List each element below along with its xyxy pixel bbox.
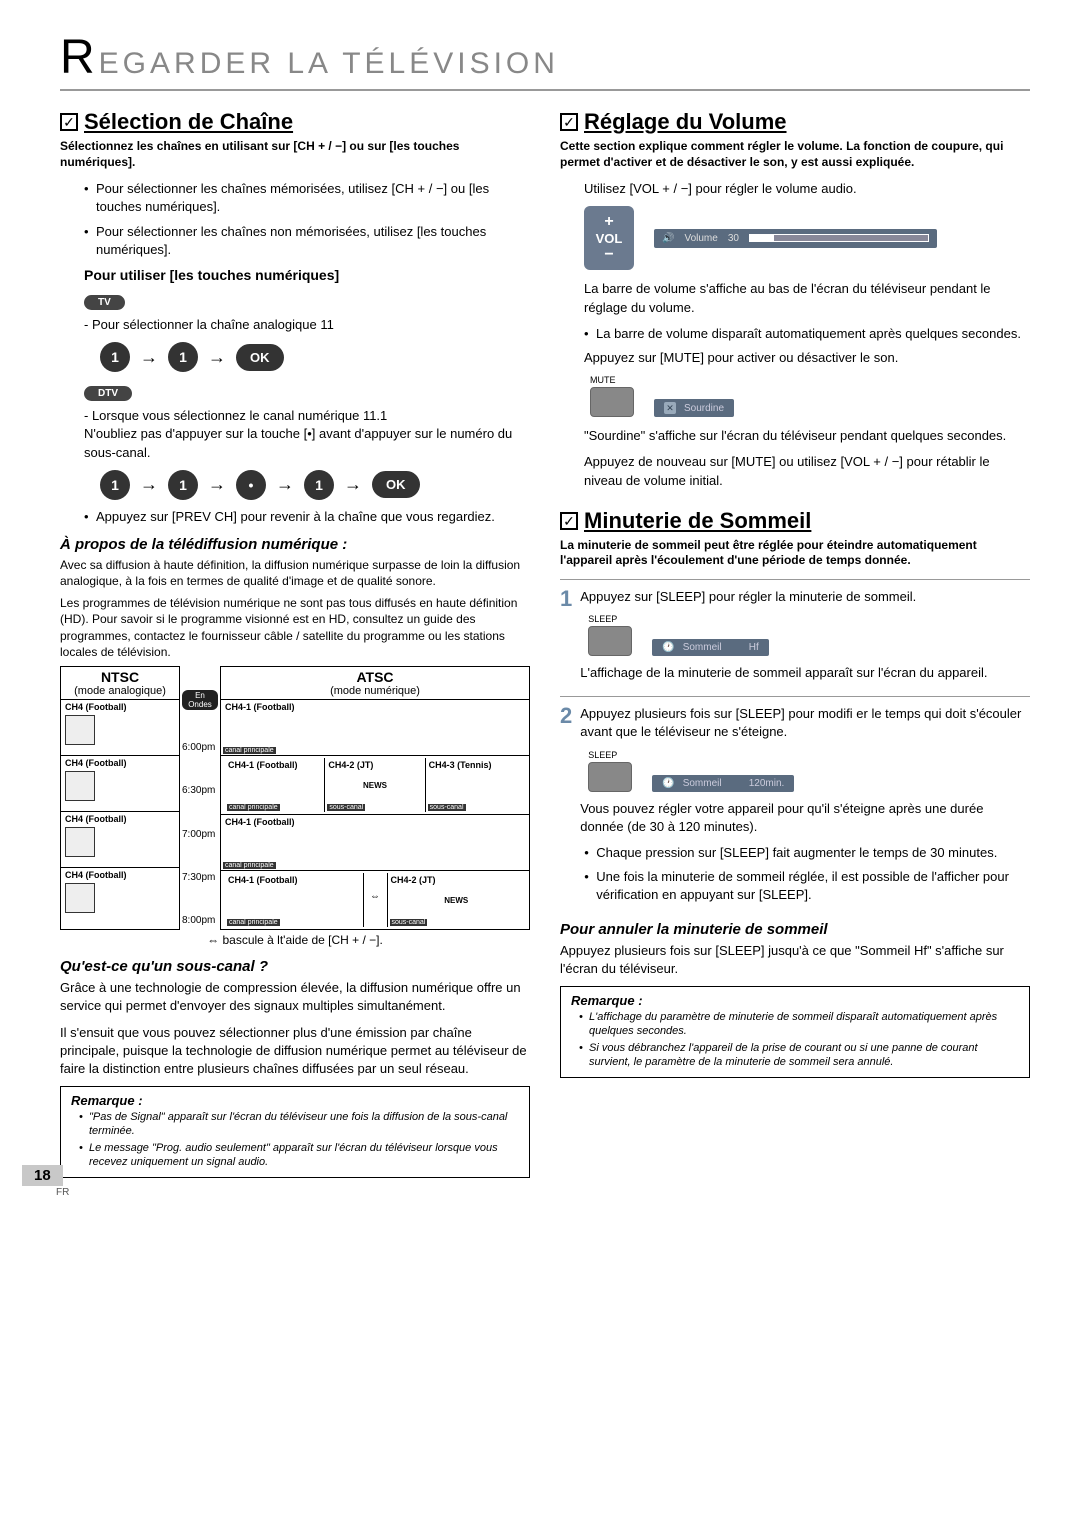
page-lang: FR <box>56 1187 69 1198</box>
page-title: REGARDER LA TÉLÉVISION <box>60 30 1030 91</box>
key-1: 1 <box>100 342 130 372</box>
body-text: Appuyez plusieurs fois sur [SLEEP] jusqu… <box>560 942 1030 978</box>
arrow-icon: → <box>344 474 362 495</box>
sleep-key-graphic <box>588 762 632 792</box>
sub-heading: Pour utiliser [les touches numériques] <box>84 267 530 283</box>
note-title: Remarque : <box>571 993 1019 1008</box>
key-1: 1 <box>304 470 334 500</box>
key-sequence: 1 → 1 → OK <box>100 342 530 372</box>
schedule-caption: ⇔ bascule à lt'aide de [CH + / −]. <box>60 932 530 948</box>
osd-mute-chip: ✕Sourdine <box>654 399 734 417</box>
key-1: 1 <box>168 342 198 372</box>
body-text: Appuyez de nouveau sur [MUTE] ou utilise… <box>560 453 1030 489</box>
italic-heading: Pour annuler la minuterie de sommeil <box>560 921 1030 938</box>
key-label: MUTE <box>590 375 634 385</box>
note-item: Si vous débranchez l'appareil de la pris… <box>579 1041 1019 1070</box>
step-number: 2 <box>560 705 572 910</box>
section-subtitle: La minuterie de sommeil peut être réglée… <box>560 538 1030 569</box>
osd-sleep-chip: 🕐Sommeil 120min. <box>652 775 794 792</box>
step-row: 1 Appuyez sur [SLEEP] pour régler la min… <box>560 588 1030 690</box>
body-text: Vous pouvez régler votre appareil pour q… <box>580 800 1030 836</box>
body-text: Utilisez [VOL + / −] pour régler le volu… <box>560 180 1030 198</box>
arrow-icon: → <box>140 347 158 368</box>
body-text: Appuyez sur [MUTE] pour activer ou désac… <box>560 349 1030 367</box>
arrow-icon: → <box>140 474 158 495</box>
paragraph: Grâce à une technologie de compression é… <box>60 979 530 1015</box>
swap-icon: ⇔ <box>363 873 387 927</box>
clock-icon: 🕐 <box>662 642 674 653</box>
dtv-badge: DTV <box>84 386 132 401</box>
list-item: Appuyez sur [PREV CH] pour revenir à la … <box>84 508 530 526</box>
right-column: ✓ Réglage du Volume Cette section expliq… <box>560 109 1030 1178</box>
check-icon: ✓ <box>560 113 578 131</box>
section-subtitle: Sélectionnez les chaînes en utilisant su… <box>60 139 530 170</box>
check-icon: ✓ <box>60 113 78 131</box>
schedule-diagram: NTSC(mode analogique) CH4 (Football) CH4… <box>60 666 530 930</box>
key-ok: OK <box>236 344 284 371</box>
italic-heading: À propos de la télédiffusion numérique : <box>60 536 530 553</box>
list-item: Chaque pression sur [SLEEP] fait augment… <box>584 844 1030 862</box>
section-title: Sélection de Chaîne <box>84 109 293 135</box>
key-label: SLEEP <box>588 614 632 624</box>
clock-icon: 🕐 <box>662 778 674 789</box>
note-item: Le message "Prog. audio seulement" appar… <box>79 1141 519 1170</box>
step-text: Appuyez sur [SLEEP] pour régler la minut… <box>580 588 1030 606</box>
osd-sleep-chip: 🕐Sommeil Hf <box>652 639 768 656</box>
paragraph: Avec sa diffusion à haute définition, la… <box>60 557 530 589</box>
paragraph: Les programmes de télévision numérique n… <box>60 595 530 660</box>
mute-key-graphic <box>590 387 634 417</box>
list-item: Pour sélectionner les chaînes non mémori… <box>84 223 530 259</box>
section-subtitle: Cette section explique comment régler le… <box>560 139 1030 170</box>
note-title: Remarque : <box>71 1093 519 1108</box>
key-1: 1 <box>168 470 198 500</box>
osd-volume-bar: 🔊 Volume 30 <box>654 229 937 248</box>
note-item: L'affichage du paramètre de minuterie de… <box>579 1010 1019 1039</box>
body-text: - Lorsque vous sélectionnez le canal num… <box>60 407 530 462</box>
step-text: Appuyez plusieurs fois sur [SLEEP] pour … <box>580 705 1030 741</box>
section-title: Réglage du Volume <box>584 109 787 135</box>
note-item: "Pas de Signal" apparaît sur l'écran du … <box>79 1110 519 1139</box>
italic-heading: Qu'est-ce qu'un sous-canal ? <box>60 958 530 975</box>
page-title-letter: R <box>60 31 99 84</box>
page-number: 18 <box>22 1165 63 1186</box>
body-text: L'affichage de la minuterie de sommeil a… <box>580 664 1030 682</box>
arrow-icon: → <box>208 474 226 495</box>
body-text: "Sourdine" s'affiche sur l'écran du télé… <box>560 427 1030 445</box>
step-number: 1 <box>560 588 572 690</box>
mute-x-icon: ✕ <box>664 402 676 414</box>
page-title-rest: EGARDER LA TÉLÉVISION <box>99 47 559 80</box>
step-row: 2 Appuyez plusieurs fois sur [SLEEP] pou… <box>560 705 1030 910</box>
check-icon: ✓ <box>560 512 578 530</box>
arrow-icon: → <box>276 474 294 495</box>
list-item: Pour sélectionner les chaînes mémorisées… <box>84 180 530 216</box>
speaker-icon: 🔊 <box>662 233 674 244</box>
note-box: Remarque : L'affichage du paramètre de m… <box>560 986 1030 1078</box>
key-dot: • <box>236 470 266 500</box>
sleep-key-graphic <box>588 626 632 656</box>
list-item: La barre de volume disparaît automatique… <box>584 325 1030 343</box>
note-box: Remarque : "Pas de Signal" apparaît sur … <box>60 1086 530 1178</box>
left-column: ✓ Sélection de Chaîne Sélectionnez les c… <box>60 109 530 1178</box>
tv-badge: TV <box>84 295 125 310</box>
arrow-icon: → <box>208 347 226 368</box>
section-title: Minuterie de Sommeil <box>584 508 811 534</box>
key-1: 1 <box>100 470 130 500</box>
paragraph: Il s'ensuit que vous pouvez sélectionner… <box>60 1024 530 1079</box>
body-text: La barre de volume s'affiche au bas de l… <box>560 280 1030 316</box>
list-item: Une fois la minuterie de sommeil réglée,… <box>584 868 1030 904</box>
key-sequence: 1 → 1 → • → 1 → OK <box>100 470 530 500</box>
body-text: - Pour sélectionner la chaîne analogique… <box>60 316 530 334</box>
vol-button-graphic: + VOL − <box>584 206 634 270</box>
key-label: SLEEP <box>588 750 632 760</box>
key-ok: OK <box>372 471 420 498</box>
